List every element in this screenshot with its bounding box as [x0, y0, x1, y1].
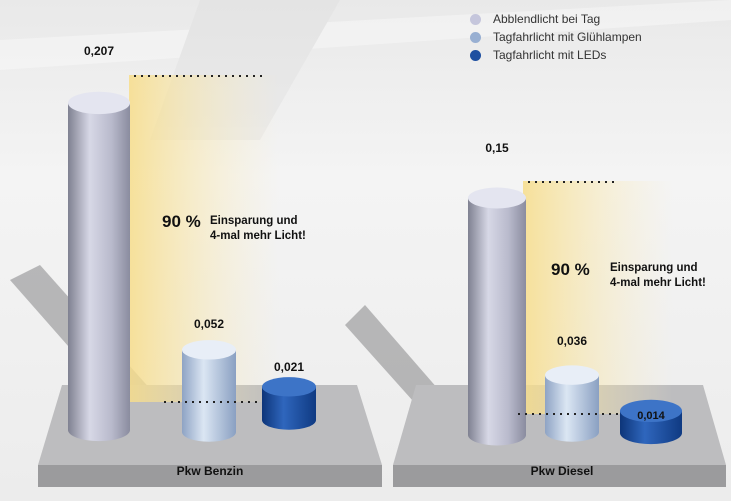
- legend-item-gluehlampen: Tagfahrlicht mit Glühlampen: [470, 28, 642, 46]
- legend-item-abblendlicht: Abblendlicht bei Tag: [470, 10, 642, 28]
- legend-label-leds: Tagfahrlicht mit LEDs: [493, 48, 607, 62]
- annotation-line2-diesel: 4-mal mehr Licht!: [610, 277, 706, 289]
- legend-label-abblendlicht: Abblendlicht bei Tag: [493, 12, 601, 26]
- annotation-line1-diesel: Einsparung und: [610, 262, 698, 274]
- annotation-percent-benzin: 90 %: [162, 212, 201, 231]
- value-label-diesel-abblend: 0,15: [485, 141, 509, 155]
- legend: Abblendlicht bei Tag Tagfahrlicht mit Gl…: [470, 10, 642, 64]
- legend-swatch-abblendlicht: [470, 13, 481, 25]
- annotation-line1-benzin: Einsparung und: [210, 215, 298, 227]
- bar-diesel-gluehlampen: [545, 365, 599, 442]
- bar-diesel-leds: [620, 399, 682, 445]
- value-label-benzin-abblend: 0,207: [84, 44, 114, 58]
- bar-benzin-abblend: [68, 91, 130, 442]
- annotation-percent-diesel: 90 %: [551, 260, 590, 279]
- legend-swatch-leds: [470, 49, 481, 61]
- category-label-diesel: Pkw Diesel: [531, 464, 594, 478]
- legend-swatch-gluehlampen: [470, 31, 481, 43]
- value-label-benzin-gluehlampen: 0,052: [194, 317, 224, 331]
- bar-benzin-gluehlampen: [182, 340, 236, 442]
- value-label-benzin-leds: 0,021: [274, 360, 304, 374]
- reference-lines: [134, 75, 618, 415]
- legend-item-leds: Tagfahrlicht mit LEDs: [470, 46, 642, 64]
- category-label-benzin: Pkw Benzin: [177, 464, 244, 478]
- value-label-diesel-gluehlampen: 0,036: [557, 334, 587, 348]
- legend-label-gluehlampen: Tagfahrlicht mit Glühlampen: [493, 30, 642, 44]
- bar-benzin-leds: [262, 377, 316, 430]
- bar-diesel-abblend: [468, 187, 526, 446]
- bars: [68, 91, 682, 446]
- annotation-line2-benzin: 4-mal mehr Licht!: [210, 230, 306, 242]
- value-label-diesel-leds: 0,014: [637, 410, 665, 422]
